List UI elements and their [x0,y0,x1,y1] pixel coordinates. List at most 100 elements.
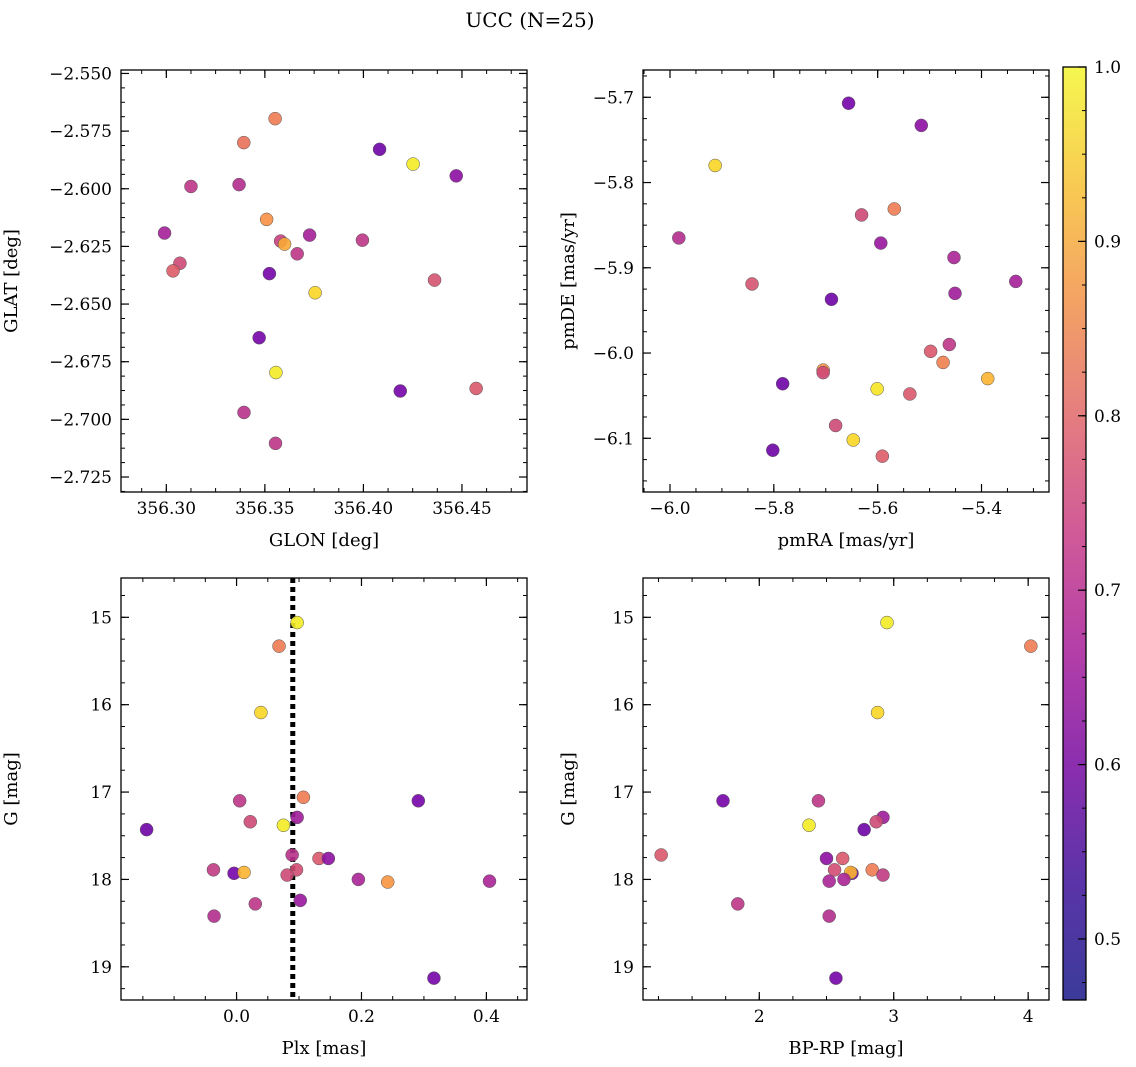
colorbar-tick-label: 0.7 [1094,581,1121,601]
data-point [880,615,894,630]
data-point [302,228,317,242]
y-tick-label: 19 [90,958,112,978]
data-point [427,971,441,985]
data-point [139,822,154,837]
data-point [252,330,266,345]
data-point [822,874,836,888]
axes-frame [642,577,1050,1001]
data-point [411,794,426,808]
data-point [827,863,842,877]
data-point [819,851,834,866]
data-point [290,247,304,261]
data-point [243,815,258,829]
colorbar-tick-label: 0.9 [1094,232,1121,252]
data-point [854,208,869,222]
data-point [259,212,274,227]
y-tick-label: −2.725 [49,468,112,488]
y-tick-label: −5.7 [593,88,634,108]
data-point [846,433,861,447]
x-tick-label: 356.30 [137,499,196,519]
data-point [811,794,826,808]
x-tick-label: 3 [888,1007,899,1027]
y-tick-label: −5.8 [593,174,634,194]
data-point [876,868,890,882]
figure-title: UCC (N=25) [465,8,594,32]
data-point [923,344,938,359]
y-tick-label: 16 [612,696,634,716]
data-point [237,865,251,880]
data-point [716,794,730,808]
data-point [869,815,883,829]
data-point [980,371,995,386]
data-point [1009,274,1023,289]
colorbar: 0.5 0.6 0.7 0.8 0.9 1.0 [1062,58,1121,1001]
data-point [874,236,888,250]
data-point [766,443,780,457]
x-tick-label: 0.0 [223,1007,250,1027]
data-point [822,909,836,923]
y-tick-label: 17 [90,783,112,803]
data-point [802,818,816,833]
y-axis-label: G [mag] [558,752,579,825]
data-point [427,273,442,287]
data-point [268,436,283,451]
data-point [268,111,282,126]
data-point [936,355,950,370]
y-tick-label: 15 [612,608,634,628]
data-point [355,233,370,247]
x-axis-label: pmRA [mas/yr] [778,530,915,551]
data-point [248,897,263,911]
data-point [875,449,890,463]
y-axis-label: pmDE [mas/yr] [558,212,579,350]
panel-bprp-g: 2 3 4 15 16 17 18 19 BP-RP [mag] G [mag] [558,577,1050,1059]
data-point [775,376,790,391]
data-point [290,615,304,630]
y-axis-label: G [mag] [1,752,22,825]
data-point [857,822,871,837]
x-tick-label: 356.45 [432,499,491,519]
data-point [206,863,221,877]
y-tick-label: 19 [612,958,634,978]
data-point [947,250,961,265]
data-point [290,810,304,825]
data-point [380,875,395,889]
data-point [372,142,387,157]
data-point [184,179,198,194]
data-point [731,897,745,911]
y-tick-label: 18 [612,870,634,890]
data-point [828,418,843,433]
x-tick-label: 356.40 [334,499,393,519]
x-tick-label: −5.6 [857,499,898,519]
data-point [914,118,929,133]
axes-frame [642,69,1050,493]
data-point [816,365,830,380]
data-point [166,264,180,278]
data-point [942,337,957,352]
x-tick-label: −5.4 [961,499,1002,519]
data-point [824,292,839,307]
data-point [1024,639,1038,653]
data-point [293,893,308,908]
data-point [837,872,851,887]
colorbar-tick-label: 0.5 [1094,930,1121,950]
y-tick-label: −6.1 [593,429,634,449]
data-point [280,868,294,882]
data-point [207,909,221,923]
panel-plx-g: 0.0 0.2 0.4 15 16 17 18 19 Plx [mas] G [mag] [1,577,528,1059]
x-axis-label: GLON [deg] [269,530,379,551]
data-point [351,872,366,887]
y-tick-label: −2.650 [49,295,112,315]
data-point [835,851,850,866]
data-point [308,286,322,300]
y-tick-label: −2.625 [49,237,112,257]
y-tick-label: 15 [90,608,112,628]
colorbar-gradient [1062,66,1087,1001]
data-point [469,381,483,396]
data-point [237,135,251,150]
axes-frame [120,69,528,493]
data-point [654,848,668,862]
y-tick-label: −2.600 [49,180,112,200]
data-point [865,863,879,877]
data-point [269,365,283,380]
